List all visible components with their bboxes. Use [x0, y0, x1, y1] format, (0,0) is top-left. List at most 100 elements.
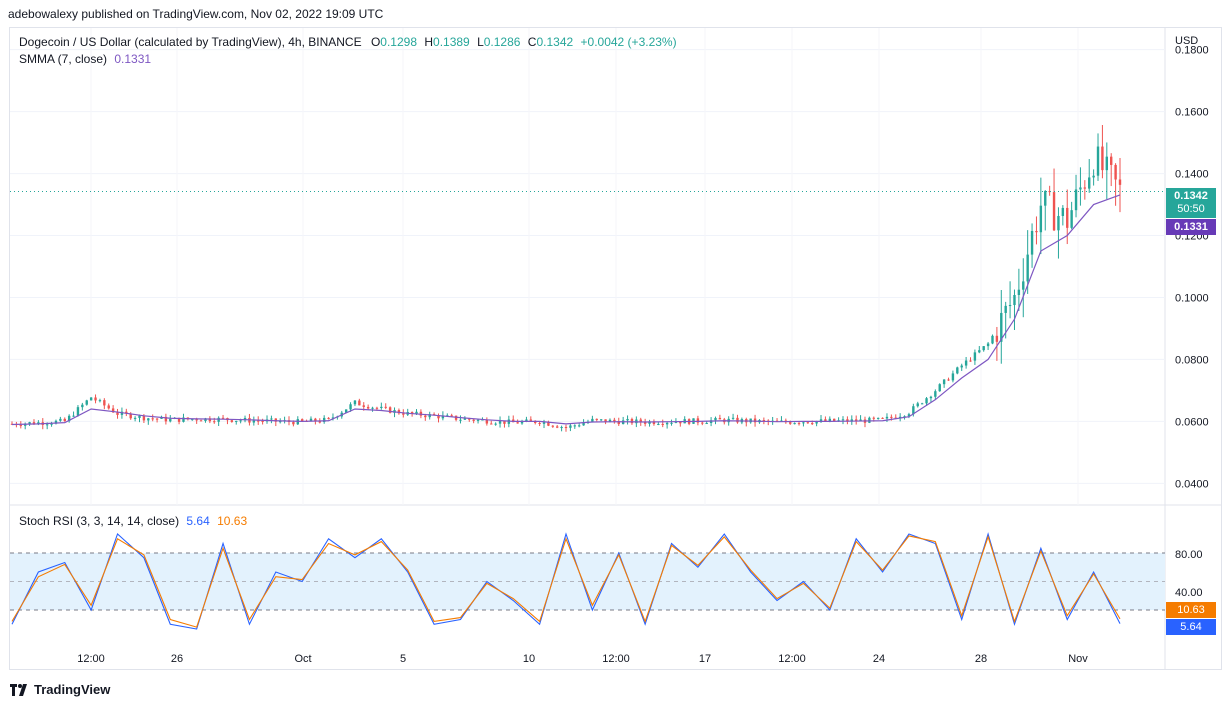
- close-value: 0.1342: [536, 35, 574, 49]
- price-tick-label: 0.0600: [1175, 416, 1209, 428]
- candle-body: [595, 418, 598, 420]
- candle-body: [591, 418, 594, 422]
- candle-body: [556, 426, 559, 428]
- candle-body: [85, 400, 88, 405]
- candle-body: [468, 418, 471, 420]
- low-value: 0.1286: [483, 35, 521, 49]
- candle-body: [577, 425, 581, 427]
- candle-body: [45, 424, 49, 426]
- candle-body: [388, 407, 392, 413]
- candle-body: [1088, 177, 1091, 189]
- candle-body: [81, 404, 84, 408]
- candle-body: [876, 417, 880, 419]
- candle-body: [239, 420, 242, 422]
- time-tick-label: Oct: [294, 653, 311, 665]
- candle-body: [366, 406, 370, 409]
- candle-body: [230, 420, 234, 422]
- candle-body: [762, 420, 766, 422]
- candle-body: [151, 418, 154, 420]
- candle-body: [1079, 187, 1082, 190]
- currency-label: USD: [1175, 35, 1198, 47]
- stoch-d-value: 10.63: [217, 514, 248, 528]
- candle-body: [569, 425, 572, 428]
- candle-body: [1074, 189, 1078, 211]
- candle-body: [573, 425, 576, 427]
- candle-body: [907, 414, 911, 417]
- candle-body: [1105, 156, 1109, 171]
- candle-body: [476, 419, 480, 421]
- candle-body: [472, 419, 475, 421]
- candle-body: [1013, 295, 1016, 306]
- candle-body: [235, 420, 238, 422]
- smma-label: SMMA (7, close): [19, 52, 108, 66]
- candle-body: [1052, 192, 1056, 231]
- candle-body: [182, 417, 185, 422]
- candle-body: [107, 405, 110, 409]
- publisher-note: adebowalexy published on TradingView.com…: [8, 7, 384, 21]
- candle-body: [542, 422, 546, 424]
- candle-body: [331, 417, 335, 419]
- stoch-k-value: 5.64: [186, 514, 210, 528]
- candle-body: [490, 423, 493, 425]
- candle-body: [371, 407, 374, 409]
- candle-body: [1066, 207, 1069, 228]
- candle-body: [1039, 205, 1043, 233]
- tradingview-logo[interactable]: TradingView: [10, 682, 110, 697]
- candle-body: [639, 419, 642, 423]
- candle-body: [841, 419, 845, 421]
- candle-body: [617, 421, 620, 425]
- candle-body: [1092, 175, 1095, 178]
- candle-body: [854, 419, 858, 422]
- candle-countdown: 50:50: [1177, 203, 1205, 215]
- candle-body: [806, 422, 810, 424]
- candle-body: [811, 423, 814, 425]
- high-value: 0.1389: [433, 35, 470, 49]
- time-tick-label: 12:00: [602, 653, 630, 665]
- candle-body: [973, 352, 977, 361]
- candle-body: [309, 418, 313, 422]
- candle-body: [177, 417, 181, 422]
- time-tick-label: 12:00: [77, 653, 105, 665]
- tradingview-logo-icon: [10, 683, 30, 696]
- price-tick-label: 0.1600: [1175, 107, 1209, 119]
- candle-body: [516, 422, 519, 424]
- candle-body: [1026, 254, 1029, 282]
- candle-body: [1000, 312, 1003, 342]
- candle-body: [353, 400, 357, 405]
- candle-body: [903, 416, 906, 418]
- candle-body: [718, 417, 722, 420]
- candle-body: [828, 418, 832, 422]
- candle-body: [1101, 146, 1104, 171]
- open-value: 0.1298: [380, 35, 417, 49]
- candle-body: [116, 412, 119, 415]
- candle-body: [696, 418, 700, 423]
- candle-body: [494, 423, 497, 425]
- candle-body: [155, 418, 159, 420]
- symbol-title: Dogecoin / US Dollar (calculated by Trad…: [19, 35, 362, 49]
- high-label: H: [424, 35, 434, 49]
- candle-body: [670, 422, 673, 424]
- candle-body: [894, 417, 897, 419]
- candle-body: [103, 400, 106, 406]
- candle-body: [797, 423, 801, 425]
- candle-body: [982, 346, 985, 351]
- candle-body: [19, 425, 22, 427]
- candle-body: [261, 420, 264, 422]
- candle-body: [652, 421, 656, 425]
- candle-body: [164, 416, 168, 422]
- candle-body: [450, 415, 453, 417]
- candle-body: [147, 418, 150, 421]
- time-tick-label: 17: [699, 653, 711, 665]
- candle-body: [674, 421, 678, 423]
- candle-body: [1035, 230, 1038, 233]
- candle-body: [195, 419, 198, 421]
- smma-value: 0.1331: [114, 52, 152, 66]
- candle-body: [789, 422, 792, 424]
- chart-frame[interactable]: [9, 27, 1222, 670]
- candle-body: [94, 397, 97, 401]
- candle-body: [916, 403, 919, 407]
- candle-body: [1110, 156, 1113, 165]
- candle-body: [274, 418, 278, 422]
- candle-body: [833, 418, 836, 422]
